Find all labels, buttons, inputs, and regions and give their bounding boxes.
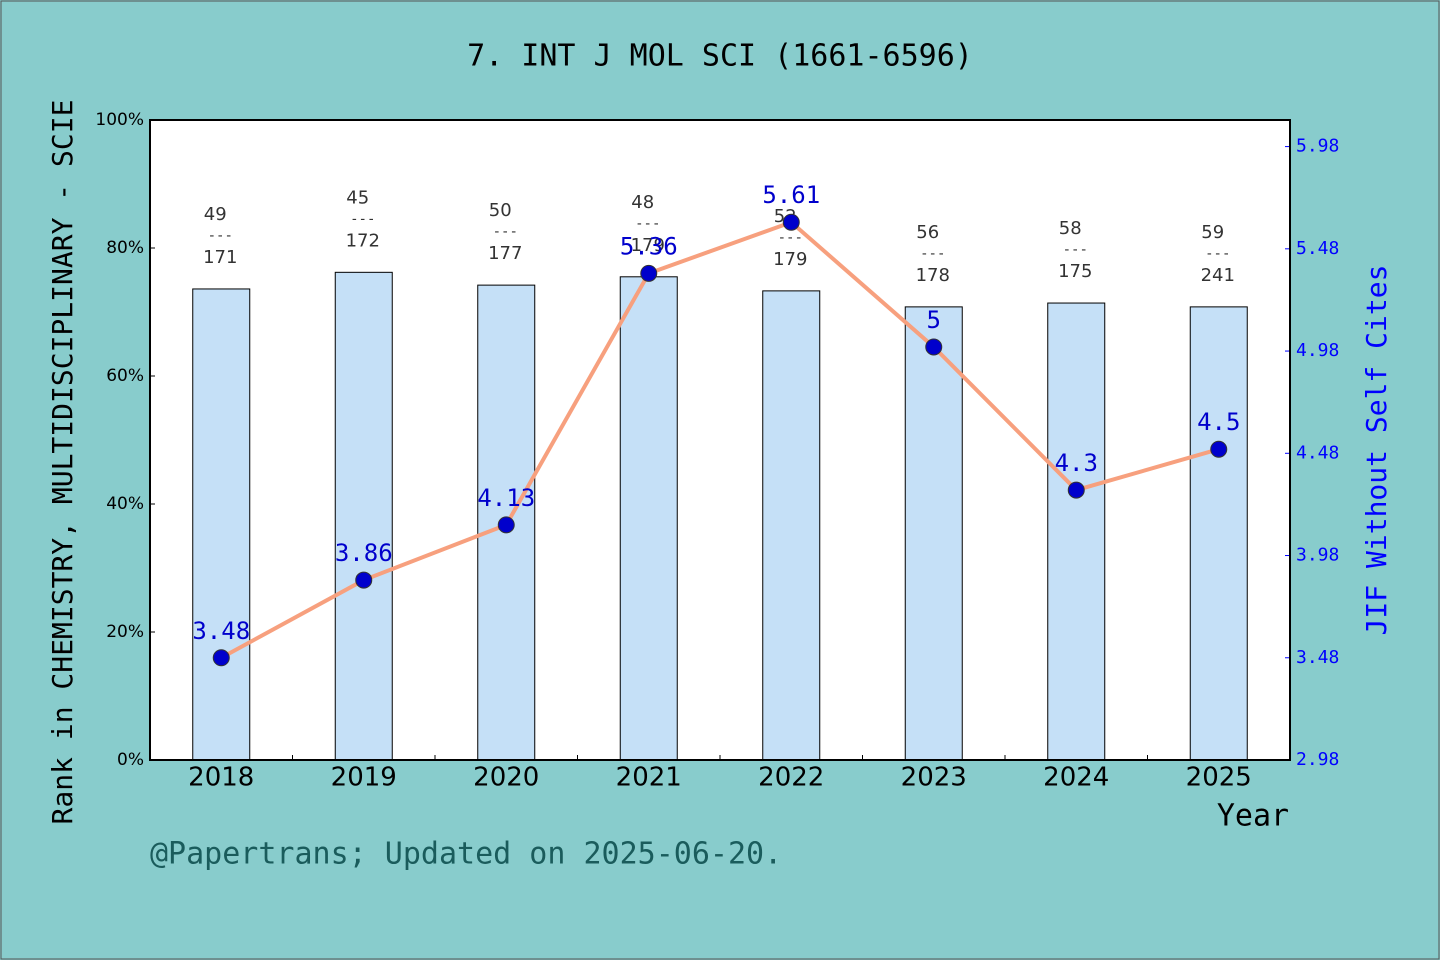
y2-axis-label: JIF Without Self Cites bbox=[1360, 265, 1393, 636]
rank-label: 59 bbox=[1201, 222, 1224, 243]
y-tick-label: 60% bbox=[106, 366, 144, 386]
x-tick-label: 2024 bbox=[1043, 763, 1109, 793]
jif-label: 5 bbox=[927, 306, 941, 334]
jif-label: 4.13 bbox=[477, 484, 535, 512]
y-tick-label: 0% bbox=[117, 750, 144, 770]
jif-label: 5.36 bbox=[620, 232, 678, 260]
y2-tick-label: 4.48 bbox=[1296, 442, 1339, 463]
jif-point bbox=[1067, 481, 1085, 499]
rank-label: 48 bbox=[631, 192, 654, 213]
x-tick-label: 2018 bbox=[188, 763, 254, 793]
y2-tick-label: 3.48 bbox=[1296, 647, 1339, 668]
jif-label: 4.5 bbox=[1197, 408, 1240, 436]
rank-separator: --- bbox=[1063, 242, 1088, 258]
y-tick-label: 100% bbox=[95, 110, 144, 130]
bar bbox=[1189, 306, 1248, 761]
x-tick-label: 2019 bbox=[331, 763, 397, 793]
footer-note: @Papertrans; Updated on 2025-06-20. bbox=[150, 837, 782, 872]
rank-separator: --- bbox=[1205, 246, 1230, 262]
jif-point bbox=[1210, 440, 1228, 458]
jif-point bbox=[640, 264, 658, 282]
total-label: 179 bbox=[773, 249, 807, 270]
rank-separator: --- bbox=[778, 230, 803, 246]
total-label: 177 bbox=[488, 243, 522, 264]
rank-separator: --- bbox=[920, 246, 945, 262]
rank-label: 49 bbox=[204, 204, 227, 225]
y2-tick-label: 2.98 bbox=[1296, 749, 1339, 770]
total-label: 171 bbox=[203, 247, 237, 268]
x-tick-label: 2021 bbox=[616, 763, 682, 793]
bar bbox=[762, 290, 821, 761]
x-axis-label: Year bbox=[1217, 799, 1289, 834]
y-tick-label: 20% bbox=[106, 622, 144, 642]
jif-point bbox=[355, 571, 373, 589]
total-label: 178 bbox=[916, 265, 950, 286]
y2-tick-label: 4.98 bbox=[1296, 340, 1339, 361]
y-tick-label: 40% bbox=[106, 494, 144, 514]
jif-point bbox=[782, 213, 800, 231]
jif-line bbox=[220, 219, 1220, 660]
jif-label: 5.61 bbox=[762, 181, 820, 209]
rank-separator: --- bbox=[635, 216, 660, 232]
total-label: 241 bbox=[1201, 265, 1235, 286]
rank-separator: --- bbox=[493, 224, 518, 240]
chart-title: 7. INT J MOL SCI (1661-6596) bbox=[467, 39, 973, 74]
total-label: 179 bbox=[631, 235, 665, 256]
x-tick-label: 2022 bbox=[758, 763, 824, 793]
x-tick-label: 2025 bbox=[1186, 763, 1252, 793]
rank-label: 56 bbox=[916, 222, 939, 243]
y-axis-label: Rank in CHEMISTRY, MULTIDISCIPLINARY - S… bbox=[46, 100, 79, 825]
bar bbox=[192, 288, 251, 761]
x-tick-label: 2023 bbox=[901, 763, 967, 793]
plot-frame bbox=[149, 119, 1291, 761]
y2-tick-label: 3.98 bbox=[1296, 545, 1339, 566]
rank-separator: --- bbox=[350, 211, 375, 227]
plot-area bbox=[150, 120, 1290, 760]
jif-point bbox=[212, 649, 230, 667]
bar bbox=[619, 276, 678, 761]
rank-label: 50 bbox=[489, 200, 512, 221]
total-label: 172 bbox=[346, 230, 380, 251]
jif-label: 3.48 bbox=[192, 617, 250, 645]
bar bbox=[904, 306, 963, 761]
jif-point bbox=[497, 516, 515, 534]
bar bbox=[1047, 302, 1106, 761]
y2-tick-label: 5.98 bbox=[1296, 136, 1339, 157]
bar bbox=[334, 271, 393, 761]
rank-label: 58 bbox=[1059, 218, 1082, 239]
jif-label: 4.3 bbox=[1055, 449, 1098, 477]
jif-label: 3.86 bbox=[335, 539, 393, 567]
y-tick-label: 80% bbox=[106, 238, 144, 258]
rank-label: 45 bbox=[346, 187, 369, 208]
y2-tick-label: 5.48 bbox=[1296, 238, 1339, 259]
total-label: 175 bbox=[1058, 261, 1092, 282]
jif-point bbox=[925, 338, 943, 356]
x-tick-label: 2020 bbox=[473, 763, 539, 793]
rank-separator: --- bbox=[208, 228, 233, 244]
